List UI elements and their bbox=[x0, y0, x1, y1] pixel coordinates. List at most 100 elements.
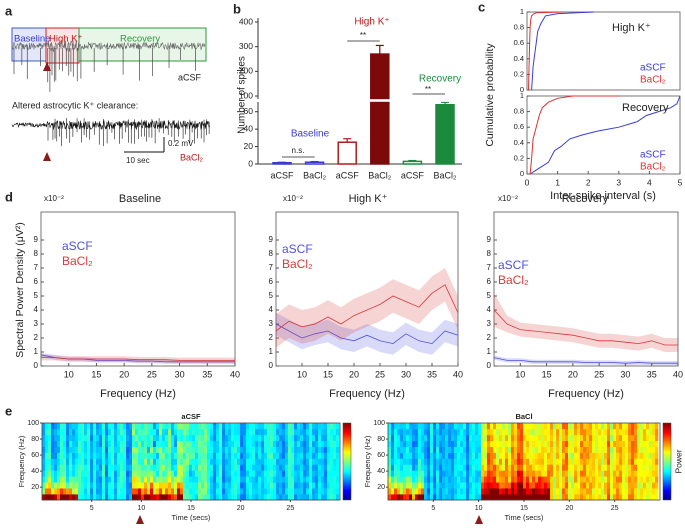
spectrogram-cell bbox=[291, 440, 295, 447]
spectrogram-cell bbox=[616, 452, 620, 459]
y-tick-label: 0.8 bbox=[514, 107, 524, 116]
spectrogram-cell bbox=[601, 458, 605, 465]
spectrogram-cell bbox=[388, 458, 392, 465]
spectrogram-cell bbox=[153, 476, 157, 483]
error-band bbox=[276, 268, 458, 348]
y-tick-label: 1 bbox=[520, 91, 524, 100]
spectrogram-cell bbox=[568, 446, 572, 453]
spectrogram-cell bbox=[550, 452, 554, 459]
spectrogram-cell bbox=[403, 458, 407, 465]
spectrogram-cell bbox=[48, 470, 52, 477]
spectrogram-cell bbox=[502, 488, 506, 495]
spectrogram-cell bbox=[580, 434, 584, 442]
spectrogram-cell bbox=[168, 434, 172, 442]
spectrogram-cell bbox=[433, 494, 437, 501]
spectrogram-cell bbox=[625, 440, 629, 447]
spectrogram-cell bbox=[622, 446, 626, 453]
spectrogram-cell bbox=[556, 482, 560, 489]
spectrogram-cell bbox=[502, 434, 506, 442]
spectrogram-cell bbox=[589, 423, 593, 430]
spectrogram-cell bbox=[517, 470, 521, 477]
y-tick-label: 7 bbox=[269, 263, 274, 272]
spectrogram-cell bbox=[655, 428, 659, 436]
spectrogram-cell bbox=[418, 494, 422, 501]
spectrogram-cell bbox=[225, 458, 229, 465]
spectrogram-cell bbox=[186, 494, 190, 501]
spectrogram-cell bbox=[502, 464, 506, 471]
spectrogram-cell bbox=[198, 428, 202, 436]
spectrogram-cell bbox=[598, 434, 602, 442]
spectrogram-cell bbox=[598, 452, 602, 459]
spectrogram-cell bbox=[637, 470, 641, 477]
spectrogram-cell bbox=[586, 428, 590, 436]
spectrogram-cell bbox=[571, 428, 575, 436]
x-tick-label: 15 bbox=[542, 369, 552, 379]
spectrogram-cell bbox=[177, 488, 181, 495]
spectrogram-cell bbox=[159, 423, 163, 430]
spectrogram-cell bbox=[99, 428, 103, 436]
spectrogram-cell bbox=[333, 434, 337, 442]
spectrogram-cell bbox=[430, 482, 434, 489]
scale-label: 0.2 mV bbox=[168, 139, 194, 148]
spectrogram-cell bbox=[430, 423, 434, 430]
spectrogram-cell bbox=[327, 452, 331, 459]
spectrogram-cell bbox=[192, 452, 196, 459]
spectrogram-cell bbox=[228, 464, 232, 471]
spectrogram-cell bbox=[637, 423, 641, 430]
spectrogram-cell bbox=[123, 423, 127, 430]
chart-title: Recovery bbox=[622, 102, 669, 114]
spectrogram-cell bbox=[454, 428, 458, 436]
spectrogram-cell bbox=[475, 494, 479, 501]
spectrogram-cell bbox=[159, 464, 163, 471]
spectrogram-cell bbox=[628, 452, 632, 459]
spectrogram-cell bbox=[243, 458, 247, 465]
y-tick-label: 0 bbox=[520, 169, 524, 178]
spectrogram-cell bbox=[135, 494, 139, 501]
spectrogram-cell bbox=[571, 470, 575, 477]
spectrogram-cell bbox=[135, 434, 139, 442]
spectrogram-cell bbox=[430, 464, 434, 471]
spectrogram-cell bbox=[541, 434, 545, 442]
spectrogram-cell bbox=[655, 440, 659, 447]
spectrogram-cell bbox=[48, 428, 52, 436]
spectrogram-cell bbox=[219, 494, 223, 501]
spectrogram-cell bbox=[436, 464, 440, 471]
spectrogram-cell bbox=[228, 428, 232, 436]
spectrogram-cell bbox=[457, 423, 461, 430]
spectrogram-cell bbox=[243, 440, 247, 447]
spectrogram-cell bbox=[192, 434, 196, 442]
spectrogram-cell bbox=[153, 482, 157, 489]
spectrogram-cell bbox=[436, 446, 440, 453]
spectrogram-cell bbox=[436, 482, 440, 489]
spectrogram-cell bbox=[649, 446, 653, 453]
spectrogram-cell bbox=[96, 494, 100, 501]
spectrogram-cell bbox=[165, 440, 169, 447]
spectrogram-cell bbox=[442, 434, 446, 442]
spectrogram-cell bbox=[186, 482, 190, 489]
spectrogram-cell bbox=[574, 488, 578, 495]
spectrogram-cell bbox=[96, 464, 100, 471]
spectrogram-cell bbox=[285, 482, 289, 489]
spectrogram-cell bbox=[192, 440, 196, 447]
spectrogram-cell bbox=[577, 464, 581, 471]
spectrogram-cell bbox=[388, 446, 392, 453]
x-tick-label: 30 bbox=[620, 369, 630, 379]
spectrogram-cell bbox=[282, 470, 286, 477]
spectrogram-cell bbox=[240, 494, 244, 501]
spectrogram-cell bbox=[622, 470, 626, 477]
spectrogram-cell bbox=[655, 494, 659, 501]
spectrogram-cell bbox=[655, 482, 659, 489]
spectrogram-cell bbox=[547, 470, 551, 477]
spectrogram-cell bbox=[490, 434, 494, 442]
spectrogram-cell bbox=[144, 458, 148, 465]
spectrogram-cell bbox=[472, 423, 476, 430]
spectrogram-cell bbox=[192, 428, 196, 436]
stimulus-marker bbox=[475, 515, 483, 524]
spectrogram-cell bbox=[577, 423, 581, 430]
spectrogram-cell bbox=[445, 458, 449, 465]
spectrogram-cell bbox=[291, 423, 295, 430]
spectrogram-cell bbox=[300, 494, 304, 501]
spectrogram-cell bbox=[535, 440, 539, 447]
annotation: ** bbox=[360, 31, 366, 40]
